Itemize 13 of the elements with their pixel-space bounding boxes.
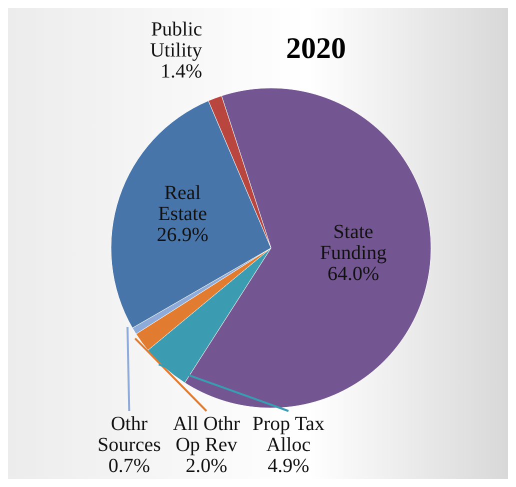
slice-label: All Othr Op Rev (172, 412, 240, 456)
data-label: 4.9% (268, 454, 310, 477)
data-label: 1.4% (160, 60, 202, 82)
data-label: 2.0% (186, 454, 228, 477)
chart-title: 2020 (286, 32, 346, 65)
slice-label: Public Utility (150, 18, 202, 62)
slice-label: Othr Sources (98, 412, 162, 456)
data-label: 0.7% (108, 454, 150, 477)
data-label: 26.9% (156, 224, 208, 246)
data-label: 64.0% (327, 262, 380, 285)
slice-label: Prop Tax Alloc (252, 412, 325, 456)
slice-label: Real Estate (158, 182, 208, 225)
slice-label: State Funding (320, 220, 387, 264)
